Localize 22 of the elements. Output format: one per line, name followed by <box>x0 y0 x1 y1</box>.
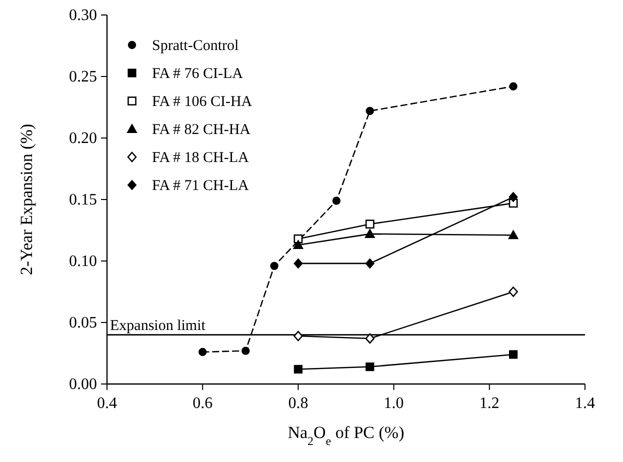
x-tick-label: 1.0 <box>384 395 404 412</box>
y-tick-label: 0.25 <box>69 68 97 86</box>
y-tick-label: 0.05 <box>69 314 97 332</box>
legend-label: FA # 71 CH-LA <box>152 178 249 194</box>
x-axis-title: Na$_{2}$O$_{e}$ of PC (%) <box>288 423 404 448</box>
y-tick-label: 0.15 <box>69 192 97 208</box>
x-tick-label: 1.2 <box>479 395 500 412</box>
y-axis-title: 2-Year Expansion (%) <box>17 124 36 276</box>
x-tick-label: 0.4 <box>97 395 117 412</box>
legend-label: FA # 82 CH-HA <box>152 122 251 138</box>
y-tick-label: 0.30 <box>69 7 97 24</box>
x-tick-label: 1.4 <box>575 395 595 412</box>
y-tick-label: 0.20 <box>69 130 97 147</box>
y-tick-label: 0.10 <box>69 253 97 270</box>
legend-label: FA # 18 CH-LA <box>152 150 249 166</box>
x-tick-label: 0.8 <box>288 395 308 412</box>
y-tick-label: 0.00 <box>69 376 97 393</box>
legend-label: FA # 76 CI-LA <box>152 66 244 82</box>
ref-line-label: Expansion limit <box>110 318 206 334</box>
legend-label: FA # 106 CI-HA <box>152 94 252 110</box>
legend-label: Spratt-Control <box>152 38 239 54</box>
x-tick-label: 0.6 <box>192 395 213 412</box>
